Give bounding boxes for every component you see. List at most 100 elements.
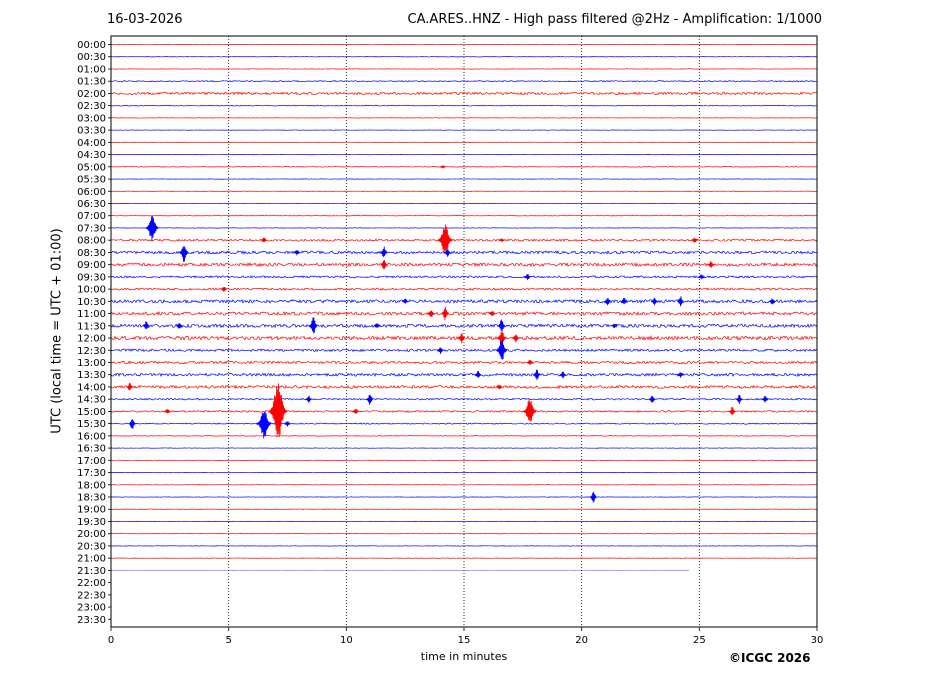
y-tick-label: 23:00 — [77, 603, 106, 614]
trace-05:00 — [110, 166, 818, 168]
y-tick-label: 04:00 — [77, 138, 106, 149]
event-marks — [126, 164, 776, 503]
event-mark — [677, 296, 684, 307]
y-tick-label: 10:00 — [77, 285, 106, 296]
y-tick-label: 07:00 — [77, 211, 106, 222]
y-tick-label: 04:30 — [77, 150, 106, 161]
trace-12:30 — [110, 348, 818, 353]
y-tick-label: 03:00 — [77, 113, 106, 124]
event-mark — [380, 246, 388, 258]
y-tick-label: 17:00 — [77, 456, 106, 467]
y-tick-label: 20:30 — [77, 541, 106, 552]
event-mark — [497, 331, 507, 347]
event-mark — [179, 245, 189, 262]
y-tick-label: 15:30 — [77, 419, 106, 430]
event-mark — [268, 383, 288, 438]
event-mark — [366, 394, 374, 405]
trace-11:30 — [110, 323, 818, 329]
event-mark — [352, 408, 359, 415]
event-mark — [427, 310, 435, 318]
y-tick-label: 00:30 — [77, 52, 106, 63]
trace-15:00 — [110, 409, 817, 413]
event-mark — [648, 395, 656, 403]
trace-14:30 — [110, 397, 818, 401]
trace-02:00 — [110, 91, 818, 96]
y-tick-label: 19:00 — [77, 505, 106, 516]
y-tick-label: 02:00 — [77, 89, 106, 100]
event-mark — [142, 321, 150, 330]
event-mark — [284, 420, 291, 427]
event-mark — [707, 261, 715, 269]
event-mark — [604, 297, 611, 306]
y-tick-label: 13:00 — [77, 358, 106, 369]
chart-title: CA.ARES..HNZ - High pass filtered @2Hz -… — [407, 12, 822, 27]
event-mark — [735, 394, 743, 405]
event-mark — [691, 237, 698, 243]
y-tick-label: 23:30 — [77, 615, 106, 626]
event-mark — [698, 274, 705, 280]
x-tick-label: 5 — [225, 635, 231, 646]
event-mark — [533, 369, 541, 381]
y-tick-label: 00:00 — [77, 40, 106, 51]
y-tick-label: 09:00 — [77, 260, 106, 271]
trace-02:30 — [110, 104, 818, 107]
event-mark — [559, 371, 567, 379]
event-mark — [589, 491, 597, 503]
event-mark — [380, 260, 388, 270]
event-mark — [373, 323, 381, 328]
y-tick-label: 22:30 — [77, 590, 106, 601]
event-mark — [256, 411, 272, 439]
trace-15:30 — [110, 422, 818, 425]
event-mark — [220, 286, 228, 292]
event-mark — [126, 382, 134, 391]
event-mark — [437, 224, 453, 254]
event-mark — [488, 310, 496, 316]
y-tick-label: 08:00 — [77, 236, 106, 247]
y-tick-label: 11:30 — [77, 321, 106, 332]
y-tick-label: 14:00 — [77, 382, 106, 393]
x-tick-label: 0 — [108, 635, 114, 646]
trace-13:30 — [110, 372, 818, 377]
y-tick-label: 10:30 — [77, 297, 106, 308]
y-tick-label: 22:00 — [77, 578, 106, 589]
event-mark — [293, 250, 301, 256]
event-mark — [439, 164, 446, 170]
y-tick-label: 12:30 — [77, 346, 106, 357]
event-mark — [728, 407, 736, 415]
event-mark — [401, 298, 409, 304]
event-mark — [458, 333, 465, 344]
y-tick-label: 18:30 — [77, 493, 106, 504]
trace-10:30 — [110, 298, 818, 304]
trace-01:30 — [110, 80, 818, 83]
trace-10:00 — [110, 287, 818, 291]
y-tick-label: 19:30 — [77, 517, 106, 528]
y-tick-label: 13:30 — [77, 370, 106, 381]
trace-11:00 — [110, 311, 818, 317]
event-mark — [145, 215, 159, 241]
y-tick-label: 21:30 — [77, 566, 106, 577]
y-tick-label: 05:00 — [77, 162, 106, 173]
y-tick-label: 06:30 — [77, 199, 106, 210]
event-mark — [524, 273, 531, 280]
y-tick-label: 12:00 — [77, 334, 106, 345]
vertical-gridlines — [228, 36, 700, 627]
event-mark — [474, 371, 482, 378]
y-tick-label: 08:30 — [77, 248, 106, 259]
y-tick-label: 03:30 — [77, 126, 106, 137]
copyright-label: ©ICGC 2026 — [729, 651, 811, 665]
y-tick-label: 21:00 — [77, 554, 106, 565]
y-tick-label: 14:30 — [77, 395, 106, 406]
x-tick-label: 20 — [575, 635, 588, 646]
trace-14:00 — [110, 384, 818, 390]
y-tick-label: 17:30 — [77, 468, 106, 479]
event-mark — [526, 359, 534, 366]
trace-08:30 — [110, 250, 818, 255]
event-mark — [498, 238, 505, 242]
event-mark — [175, 323, 183, 329]
y-tick-label: 07:30 — [77, 223, 106, 234]
event-mark — [128, 419, 136, 429]
y-tick-label: 09:30 — [77, 272, 106, 283]
y-tick-label: 18:00 — [77, 480, 106, 491]
trace-16:00 — [110, 435, 818, 437]
x-axis-label: time in minutes — [420, 650, 508, 663]
